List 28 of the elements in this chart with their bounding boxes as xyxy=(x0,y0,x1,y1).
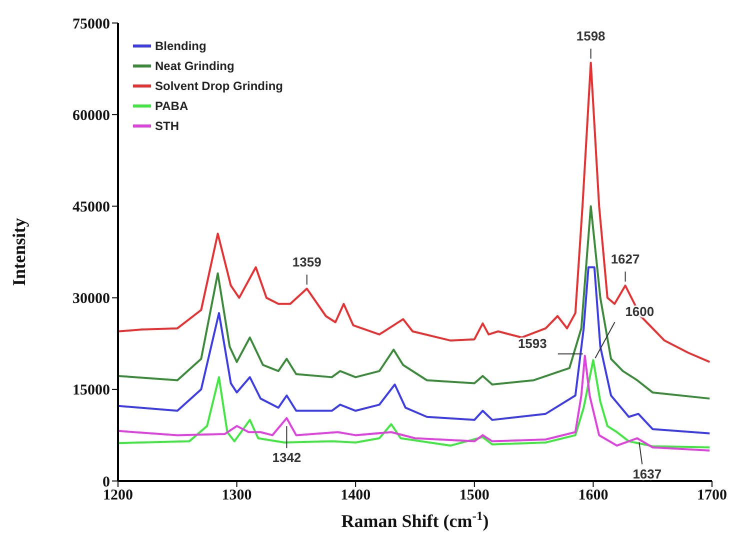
y-axis-title: Intensity xyxy=(8,218,29,286)
legend-label: Neat Grinding xyxy=(155,58,234,75)
annotation: 1637 xyxy=(632,466,662,482)
line-series xyxy=(118,62,711,363)
annotation: 1627 xyxy=(610,252,640,267)
line-series xyxy=(118,205,711,400)
x-axis-title: Raman Shift (cm$^{-1}$) xyxy=(341,509,489,531)
x-tick-label: 1400 xyxy=(340,488,371,504)
legend-label: PABA xyxy=(155,98,188,115)
legend-label: STH xyxy=(155,118,179,135)
annotation: 1359 xyxy=(292,254,322,270)
y-tick-label: 30000 xyxy=(72,291,110,308)
y-tick-label: 45000 xyxy=(72,200,110,216)
legend-label: Solvent Drop Grinding xyxy=(155,78,283,95)
annotation: 1342 xyxy=(272,450,302,466)
x-tick-label: 1200 xyxy=(103,488,133,504)
x-tick-label: 1300 xyxy=(222,488,252,504)
legend-label: Blending xyxy=(155,38,206,55)
annotation: 1598 xyxy=(576,28,606,44)
y-tick-label: 75000 xyxy=(72,16,110,32)
x-tick-label: 1600 xyxy=(578,488,608,504)
y-tick-label: 0 xyxy=(102,474,110,490)
x-tick-label: 1700 xyxy=(697,488,727,504)
line-series xyxy=(118,266,711,434)
y-tick-label: 15000 xyxy=(72,382,110,399)
x-tick-label: 1500 xyxy=(459,488,490,504)
annotation: 1593 xyxy=(518,336,547,351)
y-tick-label: 60000 xyxy=(72,108,110,124)
